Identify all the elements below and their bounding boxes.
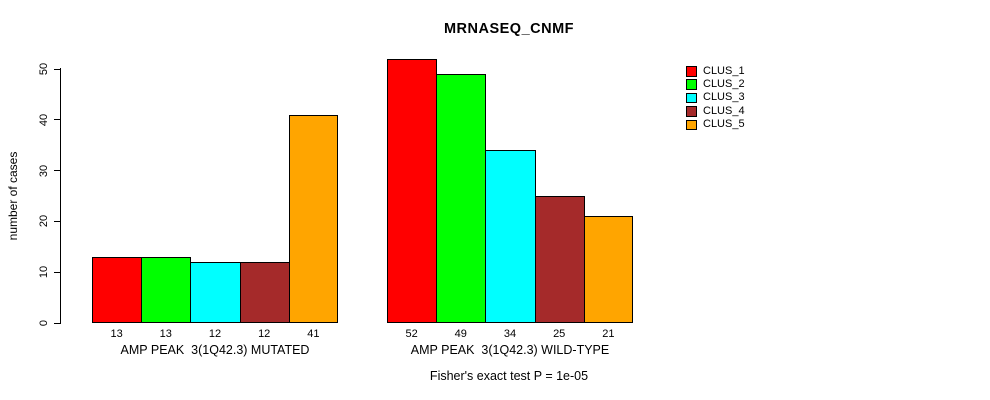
legend-label-clus_1: CLUS_1 [703, 64, 745, 77]
bar-clus_4-group2 [534, 196, 585, 323]
bar-value-label: 12 [208, 328, 222, 340]
y-tick-mark [54, 68, 61, 70]
y-tick-mark [54, 119, 61, 121]
bar-clus_4-group1 [239, 262, 290, 323]
x-group-label: AMP PEAK 3(1Q42.3) MUTATED [120, 343, 310, 357]
bar-clus_1-group1 [92, 256, 143, 323]
chart-title: MRNASEQ_CNMF [443, 21, 575, 37]
bar-value-label: 13 [110, 328, 123, 340]
bar-clus_1-group2 [387, 58, 438, 323]
y-tick-label: 30 [38, 164, 50, 177]
bar-clus_3-group2 [485, 150, 536, 323]
legend-swatch-clus_3 [686, 92, 697, 104]
bar-value-label: 34 [503, 328, 517, 340]
y-tick-label: 10 [38, 266, 50, 279]
y-tick-label: 20 [38, 215, 50, 228]
legend-label-clus_5: CLUS_5 [703, 118, 745, 131]
y-tick-mark [54, 170, 61, 172]
legend-swatch-clus_1 [686, 66, 697, 77]
y-axis-label: number of cases [6, 151, 20, 241]
y-tick-label: 0 [38, 319, 50, 327]
fisher-test-annotation: Fisher's exact test P = 1e-05 [429, 369, 589, 383]
bar-clus_3-group1 [190, 262, 241, 323]
legend-label-clus_3: CLUS_3 [703, 91, 745, 104]
bar-value-label: 13 [159, 328, 172, 340]
y-tick-mark [54, 220, 61, 222]
legend-label-clus_2: CLUS_2 [703, 77, 745, 90]
legend-label-clus_4: CLUS_4 [703, 104, 745, 117]
bar-clus_2-group2 [436, 74, 487, 323]
bar-value-label: 49 [454, 328, 467, 340]
legend-swatch-clus_5 [686, 119, 697, 131]
y-tick-label: 40 [38, 113, 50, 126]
bar-value-label: 12 [258, 328, 271, 340]
x-group-label: AMP PEAK 3(1Q42.3) WILD-TYPE [410, 343, 610, 357]
y-tick-label: 50 [38, 62, 50, 76]
bar-value-label: 21 [602, 328, 615, 340]
bar-value-label: 25 [553, 328, 566, 340]
bar-value-label: 52 [405, 328, 418, 340]
bar-clus_5-group2 [583, 216, 633, 323]
bar-value-label: 41 [307, 328, 320, 340]
legend-swatch-clus_4 [686, 106, 697, 117]
bar-clus_2-group1 [141, 256, 192, 323]
y-tick-mark [54, 271, 61, 273]
bar-clus_5-group1 [288, 114, 338, 323]
y-tick-mark [54, 322, 61, 324]
legend-swatch-clus_2 [686, 79, 697, 90]
y-axis-line [60, 68, 61, 323]
